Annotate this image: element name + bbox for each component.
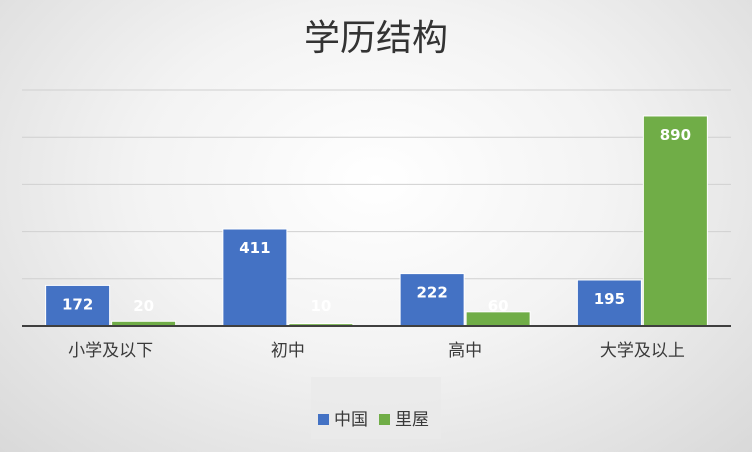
bar (576, 279, 642, 327)
legend: 中国 里屋 (318, 410, 429, 430)
data-label: 890 (660, 126, 691, 144)
data-label: 411 (239, 239, 270, 257)
bar (399, 273, 465, 327)
data-labels: 172 20 411 10 222 60 195 890 (62, 126, 691, 315)
category-label: 小学及以下 (68, 341, 153, 361)
data-label: 20 (133, 297, 154, 315)
chart-title: 学历结构 (304, 18, 448, 59)
legend-swatch (318, 414, 329, 425)
legend-box (311, 377, 441, 439)
category-labels: 小学及以下 初中 高中 大学及以上 (68, 341, 685, 361)
gridlines (22, 89, 731, 280)
category-label: 初中 (271, 341, 305, 361)
category-label: 高中 (448, 341, 482, 361)
category-label: 大学及以上 (600, 341, 685, 361)
bar (642, 115, 708, 327)
bar (222, 228, 288, 327)
legend-label: 里屋 (395, 410, 429, 430)
bars (45, 115, 708, 327)
data-label: 10 (310, 297, 331, 315)
data-label: 172 (62, 295, 93, 313)
legend-label: 中国 (334, 410, 368, 430)
data-label: 222 (416, 284, 447, 302)
data-label: 195 (594, 290, 625, 308)
data-label: 60 (488, 297, 509, 315)
bar (45, 284, 111, 327)
legend-swatch (379, 414, 390, 425)
